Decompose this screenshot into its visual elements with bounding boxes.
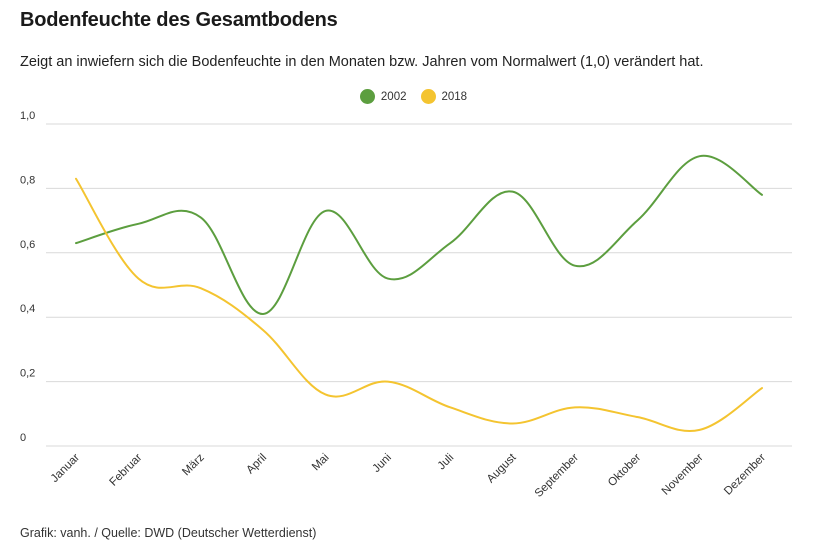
chart-title: Bodenfeuchte des Gesamtbodens [20,9,338,31]
y-tick-label: 0 [20,432,26,444]
legend-swatch-2018 [420,89,436,104]
series-line-2002 [75,154,763,315]
legend-swatch-2002 [359,89,375,104]
y-tick-label: 0,8 [20,174,35,186]
x-tick-label: Juli [436,452,457,473]
x-tick-label: Januar [49,452,82,485]
x-tick-label: Februar [108,452,145,489]
chart-subtitle: Zeigt an inwiefern sich die Bodenfeuchte… [20,54,704,70]
legend-item-2018[interactable]: 2018 [420,89,468,104]
legend-label-2018: 2018 [441,90,468,103]
x-tick-label: November [660,452,706,498]
legend: 2002 2018 [0,89,827,104]
x-tick-label: September [533,452,581,500]
source-footer: Grafik: vanh. / Quelle: DWD (Deutscher W… [20,526,317,540]
x-tick-label: Oktober [606,452,644,490]
x-tick-label: April [244,452,269,477]
x-tick-label: Dezember [722,452,768,498]
legend-item-2002[interactable]: 2002 [359,89,407,104]
x-tick-label: Mai [310,452,332,474]
y-tick-label: 0,4 [20,303,35,315]
y-tick-label: 0,6 [20,239,35,251]
x-tick-label: August [485,451,519,485]
legend-label-2002: 2002 [380,90,407,103]
y-tick-label: 0,2 [20,368,35,380]
series-line-2018 [75,177,763,432]
y-tick-label: 1,0 [20,110,35,122]
x-tick-label: März [180,451,207,478]
x-tick-label: Juni [371,452,394,475]
